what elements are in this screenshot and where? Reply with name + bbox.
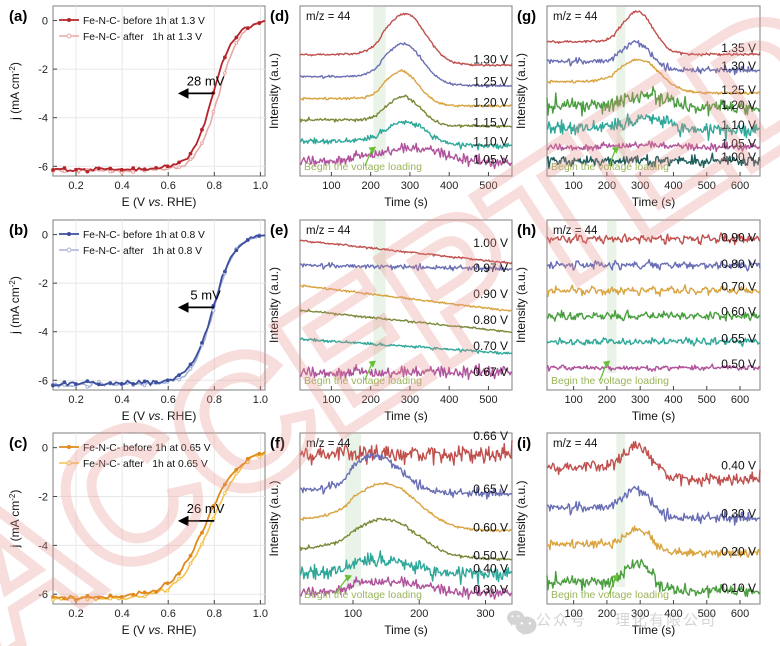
svg-text:-2: -2 xyxy=(38,278,48,290)
svg-text:(d): (d) xyxy=(270,8,289,25)
svg-text:1.25 V: 1.25 V xyxy=(473,75,508,89)
svg-text:0.6: 0.6 xyxy=(161,180,176,192)
svg-text:0.8: 0.8 xyxy=(207,608,222,620)
svg-text:0.50 V: 0.50 V xyxy=(473,548,508,562)
svg-text:1.30 V: 1.30 V xyxy=(473,53,508,67)
svg-text:1.20 V: 1.20 V xyxy=(473,96,508,110)
svg-text:200: 200 xyxy=(361,180,379,192)
svg-text:(e): (e) xyxy=(270,222,288,239)
svg-text:Intensity (a.u.): Intensity (a.u.) xyxy=(514,480,528,556)
svg-text:0.40 V: 0.40 V xyxy=(721,459,756,473)
svg-text:Fe-N-C- after 1h at 0.8 V: Fe-N-C- after 1h at 0.8 V xyxy=(83,246,202,257)
svg-text:E (V vs. RHE): E (V vs. RHE) xyxy=(122,623,197,637)
svg-text:0.20 V: 0.20 V xyxy=(721,545,756,559)
svg-text:0.4: 0.4 xyxy=(114,180,129,192)
svg-text:Fe-N-C- after 1h at 1.3 V: Fe-N-C- after 1h at 1.3 V xyxy=(83,32,202,43)
svg-text:0.65 V: 0.65 V xyxy=(473,482,508,496)
svg-text:0.55 V: 0.55 V xyxy=(721,331,756,345)
svg-text:500: 500 xyxy=(698,394,716,406)
svg-text:0.70 V: 0.70 V xyxy=(721,280,756,294)
svg-text:0: 0 xyxy=(42,230,48,242)
svg-text:-2: -2 xyxy=(38,64,48,76)
svg-text:100: 100 xyxy=(344,608,362,620)
svg-text:400: 400 xyxy=(664,394,682,406)
svg-text:(g): (g) xyxy=(517,8,536,25)
svg-text:-6: -6 xyxy=(38,161,48,173)
svg-text:公众号: 公众号 xyxy=(536,612,587,629)
svg-text:200: 200 xyxy=(598,608,616,620)
svg-text:28 mV: 28 mV xyxy=(187,73,225,88)
svg-text:200: 200 xyxy=(410,608,428,620)
svg-text:Time (s): Time (s) xyxy=(632,409,676,423)
svg-text:-4: -4 xyxy=(38,327,48,339)
svg-text:0: 0 xyxy=(42,16,48,28)
svg-text:100: 100 xyxy=(322,180,340,192)
svg-text:0.30 V: 0.30 V xyxy=(473,583,508,597)
svg-text:m/z = 44: m/z = 44 xyxy=(553,438,598,450)
svg-text:300: 300 xyxy=(476,608,494,620)
svg-text:0.40 V: 0.40 V xyxy=(473,562,508,576)
svg-text:Begin the voltage loading: Begin the voltage loading xyxy=(304,161,422,173)
svg-text:0.6: 0.6 xyxy=(161,608,176,620)
svg-text:(a): (a) xyxy=(9,8,27,25)
svg-text:200: 200 xyxy=(598,394,616,406)
svg-text:(i): (i) xyxy=(517,435,531,452)
svg-text:1.0: 1.0 xyxy=(253,180,268,192)
svg-text:m/z = 44: m/z = 44 xyxy=(306,11,351,23)
svg-text:0.66 V: 0.66 V xyxy=(473,429,508,443)
svg-text:(b): (b) xyxy=(9,222,28,239)
svg-text:E (V vs. RHE): E (V vs. RHE) xyxy=(122,195,197,209)
svg-text:0.60 V: 0.60 V xyxy=(473,520,508,534)
svg-text:Begin the voltage loading: Begin the voltage loading xyxy=(551,375,669,387)
svg-text:理化有限公司: 理化有限公司 xyxy=(615,612,717,629)
svg-text:0.8: 0.8 xyxy=(207,180,222,192)
svg-text:500: 500 xyxy=(479,394,497,406)
svg-text:m/z = 44: m/z = 44 xyxy=(553,11,598,23)
svg-text:0.2: 0.2 xyxy=(68,180,83,192)
svg-text:Intensity (a.u.): Intensity (a.u.) xyxy=(267,53,281,129)
svg-text:5 mV: 5 mV xyxy=(190,287,221,302)
svg-text:0.80 V: 0.80 V xyxy=(721,257,756,271)
svg-text:-4: -4 xyxy=(38,113,48,125)
svg-text:1.15 V: 1.15 V xyxy=(473,115,508,129)
svg-text:0.10 V: 0.10 V xyxy=(721,581,756,595)
svg-text:0.50 V: 0.50 V xyxy=(721,357,756,371)
svg-text:600: 600 xyxy=(731,394,749,406)
svg-text:300: 300 xyxy=(631,394,649,406)
svg-text:0.2: 0.2 xyxy=(68,394,83,406)
svg-text:600: 600 xyxy=(731,608,749,620)
svg-text:-6: -6 xyxy=(38,375,48,387)
svg-text:1.0: 1.0 xyxy=(253,608,268,620)
svg-text:Time (s): Time (s) xyxy=(384,623,428,637)
svg-text:100: 100 xyxy=(564,394,582,406)
svg-text:Begin the voltage loading: Begin the voltage loading xyxy=(304,589,422,601)
svg-text:Fe-N-C- before 1h at 0.8 V: Fe-N-C- before 1h at 0.8 V xyxy=(83,230,205,241)
svg-text:0.60 V: 0.60 V xyxy=(721,304,756,318)
svg-text:Fe-N-C- before 1h at 1.3 V: Fe-N-C- before 1h at 1.3 V xyxy=(83,16,205,27)
svg-text:0.30 V: 0.30 V xyxy=(721,507,756,521)
